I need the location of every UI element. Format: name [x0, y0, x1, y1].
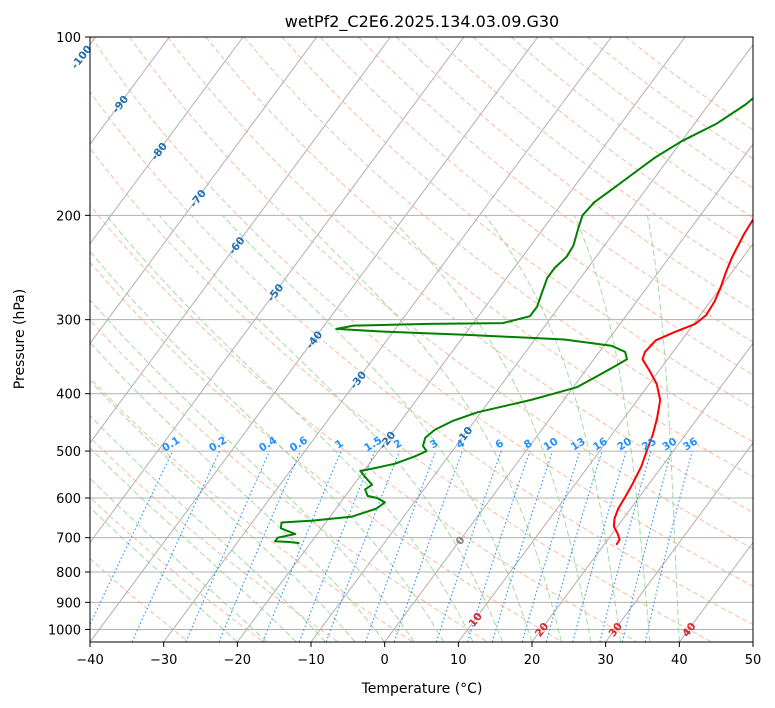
y-tick-label: 500	[56, 445, 81, 460]
isotherm-line	[605, 442, 753, 642]
dry-adiabat-line	[129, 37, 753, 550]
mixing-ratio-line	[262, 450, 342, 642]
moist-adiabat-line	[298, 214, 562, 642]
y-tick-label: 800	[56, 566, 81, 581]
dry-adiabat-line	[587, 37, 753, 160]
dry-adiabat-line	[319, 37, 753, 376]
mixing-ratio-line	[298, 450, 376, 642]
y-tick-label: 900	[56, 596, 81, 611]
x-tick-label: 10	[450, 653, 467, 668]
plot-background	[90, 37, 753, 642]
dry-adiabat-line	[243, 37, 753, 443]
moist-adiabat-line	[90, 250, 445, 642]
isotherm-line	[531, 342, 753, 642]
profiles	[274, 96, 753, 546]
dewpoint-profile-line	[274, 96, 753, 545]
moist-adiabat-line	[90, 477, 268, 642]
dry-adiabat-line	[205, 37, 753, 478]
dry-adiabat-line	[90, 147, 712, 642]
mixing-ratio-line	[644, 450, 693, 642]
x-tick-label: −40	[76, 653, 103, 668]
x-tick-label: 50	[745, 653, 762, 668]
dry-adiabat-line	[90, 90, 753, 626]
x-tick-label: 20	[524, 653, 541, 668]
y-tick-label: 600	[56, 492, 81, 507]
dry-adiabat-line	[167, 37, 753, 514]
mixing-ratio-line	[218, 450, 302, 642]
isotherm-line	[163, 37, 612, 642]
moist-adiabat-line	[573, 215, 651, 642]
moist-adiabat-line	[90, 380, 356, 642]
x-tick-label: −30	[150, 653, 177, 668]
x-tick-label: 40	[671, 653, 688, 668]
isotherm-line	[384, 143, 753, 642]
isotherm-line	[90, 37, 465, 544]
isotherm-line	[90, 37, 170, 146]
mixing-ratio-line	[325, 450, 401, 642]
moist-adiabat-line	[105, 214, 474, 642]
y-tick-label: 1000	[48, 623, 81, 638]
mixing-ratio-line	[599, 450, 652, 642]
y-tick-label: 100	[56, 31, 81, 46]
dry-adiabat-line	[90, 377, 414, 642]
plot-frame	[89, 36, 754, 643]
moist-adiabat-line	[90, 414, 327, 642]
mixing-ratio-line	[521, 450, 581, 642]
background-lines	[90, 37, 753, 642]
moist-adiabat-line	[222, 214, 533, 642]
moist-adiabat-line	[158, 214, 503, 642]
dry-adiabat-line	[90, 37, 753, 587]
isotherm-line	[90, 37, 244, 245]
isotherm-line	[236, 37, 686, 642]
x-axis: −40 −30 −20 −10 0 10 20 30 40 50	[76, 642, 761, 668]
mixing-ratio-line	[435, 450, 502, 642]
chart-title: wetPf2_C2E6.2025.134.03.09.G30	[285, 12, 559, 32]
moist-adiabat-line	[387, 214, 592, 642]
moist-adiabat-line	[90, 299, 415, 642]
y-tick-label: 400	[56, 388, 81, 403]
y-axis-label: Pressure (hPa)	[12, 289, 28, 389]
mixing-ratio-line	[466, 450, 531, 642]
isotherm-line	[90, 37, 391, 444]
dry-adiabat-line	[90, 261, 563, 642]
mixing-ratio-line	[621, 450, 672, 642]
mixing-ratio-line	[364, 450, 437, 642]
mixing-ratio-line	[545, 450, 603, 642]
isotherm-line	[90, 37, 318, 345]
mixing-ratio-line	[393, 450, 463, 642]
y-tick-label: 300	[56, 314, 81, 329]
dry-adiabat-line	[358, 37, 753, 343]
x-tick-label: 0	[381, 653, 389, 668]
x-tick-label: 30	[597, 653, 614, 668]
y-tick-label: 700	[56, 532, 81, 547]
x-axis-label: Temperature (°C)	[361, 681, 483, 697]
mixing-ratio-line	[572, 450, 627, 642]
isotherm-line	[752, 641, 753, 642]
dry-adiabat-line	[434, 37, 753, 280]
y-axis: 1000 900 800 700 600 500 400 300 200 100	[48, 31, 90, 638]
y-tick-label: 200	[56, 209, 81, 224]
dry-adiabat-line	[548, 37, 753, 189]
dry-adiabat-line	[90, 204, 638, 642]
x-tick-label: −20	[224, 653, 251, 668]
mixing-ratio-line	[491, 450, 554, 642]
isotherm-line	[457, 242, 753, 642]
mixing-ratio-line	[185, 450, 271, 642]
x-tick-label: −10	[297, 653, 324, 668]
moist-adiabat-line	[484, 215, 621, 642]
moist-adiabat-line	[646, 215, 680, 642]
isotherm-line	[90, 37, 539, 642]
moist-adiabat-line	[90, 341, 386, 642]
dry-adiabat-line	[510, 37, 753, 219]
temperature-profile-line	[612, 217, 753, 546]
moist-adiabat-line	[90, 506, 238, 642]
